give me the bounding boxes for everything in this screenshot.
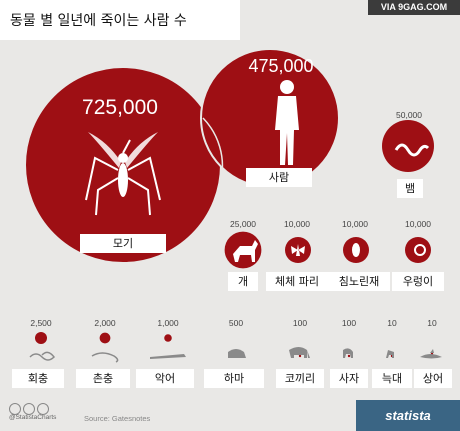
value-label-crocodile: 1,000 [157,318,179,328]
category-label-roundworm: 회충 [12,369,64,388]
category-label-shark: 상어 [414,369,452,388]
value-label-dog: 25,000 [230,219,256,229]
crocodile-icon [150,354,186,359]
shark-icon [420,349,442,359]
attribution-icon [23,403,35,415]
assassin-bug-icon [352,243,360,257]
lion-icon [343,348,353,358]
value-label-shark: 10 [427,318,437,328]
statista-logo: statista [356,400,460,431]
value-label-tapeworm: 2,000 [94,318,116,328]
noderivs-icon [37,403,49,415]
category-label-tsetse-fly: 체체 파리 [266,272,328,291]
chart-title: 동물 별 일년에 죽이는 사람 수 [10,13,187,29]
category-label-wolf: 늑대 [372,369,412,388]
title-box [0,0,240,40]
value-label-roundworm: 2,500 [30,318,52,328]
value-label-hippo: 500 [228,318,244,328]
value-label-wolf: 10 [387,318,397,328]
bubble-tapeworm [99,332,111,344]
hippo-icon [228,349,246,358]
value-label-lion: 100 [341,318,357,328]
twitter-handle: @StatistaCharts [9,414,57,421]
mosquito-icon [85,132,161,216]
category-label-snail: 우렁이 [392,272,444,291]
human-icon [275,80,299,165]
bubble-snail [405,237,431,263]
tsetse-fly-icon [291,244,305,256]
value-label-tsetse-fly: 10,000 [284,219,310,229]
wolf-icon [386,350,394,358]
category-label-snake: 뱀 [397,179,423,198]
category-label-hippo: 하마 [204,369,264,388]
value-label-snail: 10,000 [405,219,431,229]
category-label-human: 사람 [246,168,312,187]
tapeworm-icon [91,352,119,363]
bubble-roundworm [35,332,47,344]
value-label-human: 475,000 [248,56,314,76]
value-label-mosquito: 725,000 [82,96,158,119]
overlap-outline [202,117,224,181]
bubble-elephant [298,354,302,358]
value-label-assassin-bug: 10,000 [342,219,368,229]
roundworm-icon [29,351,55,361]
value-label-elephant: 100 [292,318,308,328]
category-label-assassin-bug: 침노린재 [328,272,390,291]
category-label-mosquito: 모기 [80,234,166,253]
bubble-human [200,48,340,188]
snail-icon [414,244,426,256]
bubble-crocodile [164,334,172,342]
license-icons [9,400,51,419]
elephant-icon [289,347,310,358]
category-label-lion: 사자 [330,369,368,388]
bubble-lion [347,354,351,358]
category-label-dog: 개 [228,272,258,291]
cc-icon [9,403,21,415]
source-note: Source: Gatesnotes [84,414,151,423]
dog-icon [233,240,258,262]
watermark: VIA 9GAG.COM [368,0,460,15]
category-label-elephant: 코끼리 [276,369,324,388]
category-label-crocodile: 악어 [136,369,194,388]
bubble-snake [382,120,434,172]
snake-icon [394,143,430,157]
value-label-snake: 50,000 [396,110,422,120]
category-label-tapeworm: 촌충 [76,369,130,388]
